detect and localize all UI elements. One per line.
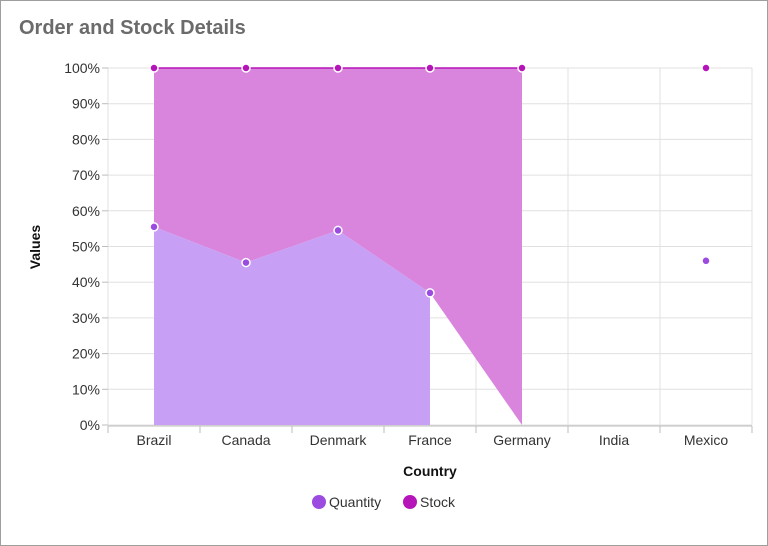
data-points	[149, 63, 711, 298]
y-tick-label: 20%	[72, 346, 100, 362]
quantity-point	[701, 256, 711, 266]
legend-swatch	[403, 495, 417, 509]
x-axis-ticks: Brazil Canada Denmark France Germany India Mex…	[136, 432, 728, 448]
x-tick-label: France	[408, 432, 452, 448]
quantity-point	[149, 222, 159, 232]
quantity-point	[241, 257, 251, 268]
x-tick-label: Germany	[493, 432, 551, 448]
y-tick-label: 80%	[72, 131, 100, 147]
y-axis-ticks: 0% 10% 20% 30% 40% 50% 60% 70% 80% 90% 100%	[64, 60, 100, 433]
x-tick-label: India	[599, 432, 630, 448]
x-tick-label: Brazil	[136, 432, 171, 448]
stock-point	[241, 63, 251, 73]
quantity-area	[154, 226, 430, 425]
stock-point	[333, 63, 343, 73]
legend-label: Quantity	[329, 494, 381, 510]
y-axis-title: Values	[27, 225, 43, 270]
y-tick-label: 70%	[72, 167, 100, 183]
x-tick-label: Mexico	[684, 432, 729, 448]
stock-point	[517, 63, 527, 73]
y-tick-label: 30%	[72, 310, 100, 326]
legend-swatch	[312, 495, 326, 509]
y-tick-label: 0%	[80, 417, 100, 433]
stock-area	[154, 68, 522, 425]
x-axis-title: Country	[403, 463, 457, 479]
quantity-point	[333, 225, 343, 236]
y-tick-label: 90%	[72, 96, 100, 112]
stock-point	[425, 63, 435, 73]
area-series	[154, 67, 522, 425]
stock-point	[701, 63, 711, 73]
y-tick-label: 100%	[64, 60, 100, 76]
legend: Quantity Stock	[312, 494, 456, 510]
quantity-point	[425, 288, 435, 298]
x-tick-label: Denmark	[310, 432, 368, 448]
y-tick-label: 50%	[72, 239, 100, 255]
y-tick-label: 60%	[72, 203, 100, 219]
stock-point	[149, 63, 159, 73]
y-tick-label: 10%	[72, 381, 100, 397]
legend-label: Stock	[420, 494, 456, 510]
chart-title: Order and Stock Details	[19, 17, 246, 39]
x-tick-label: Canada	[221, 432, 270, 448]
y-tick-label: 40%	[72, 274, 100, 290]
